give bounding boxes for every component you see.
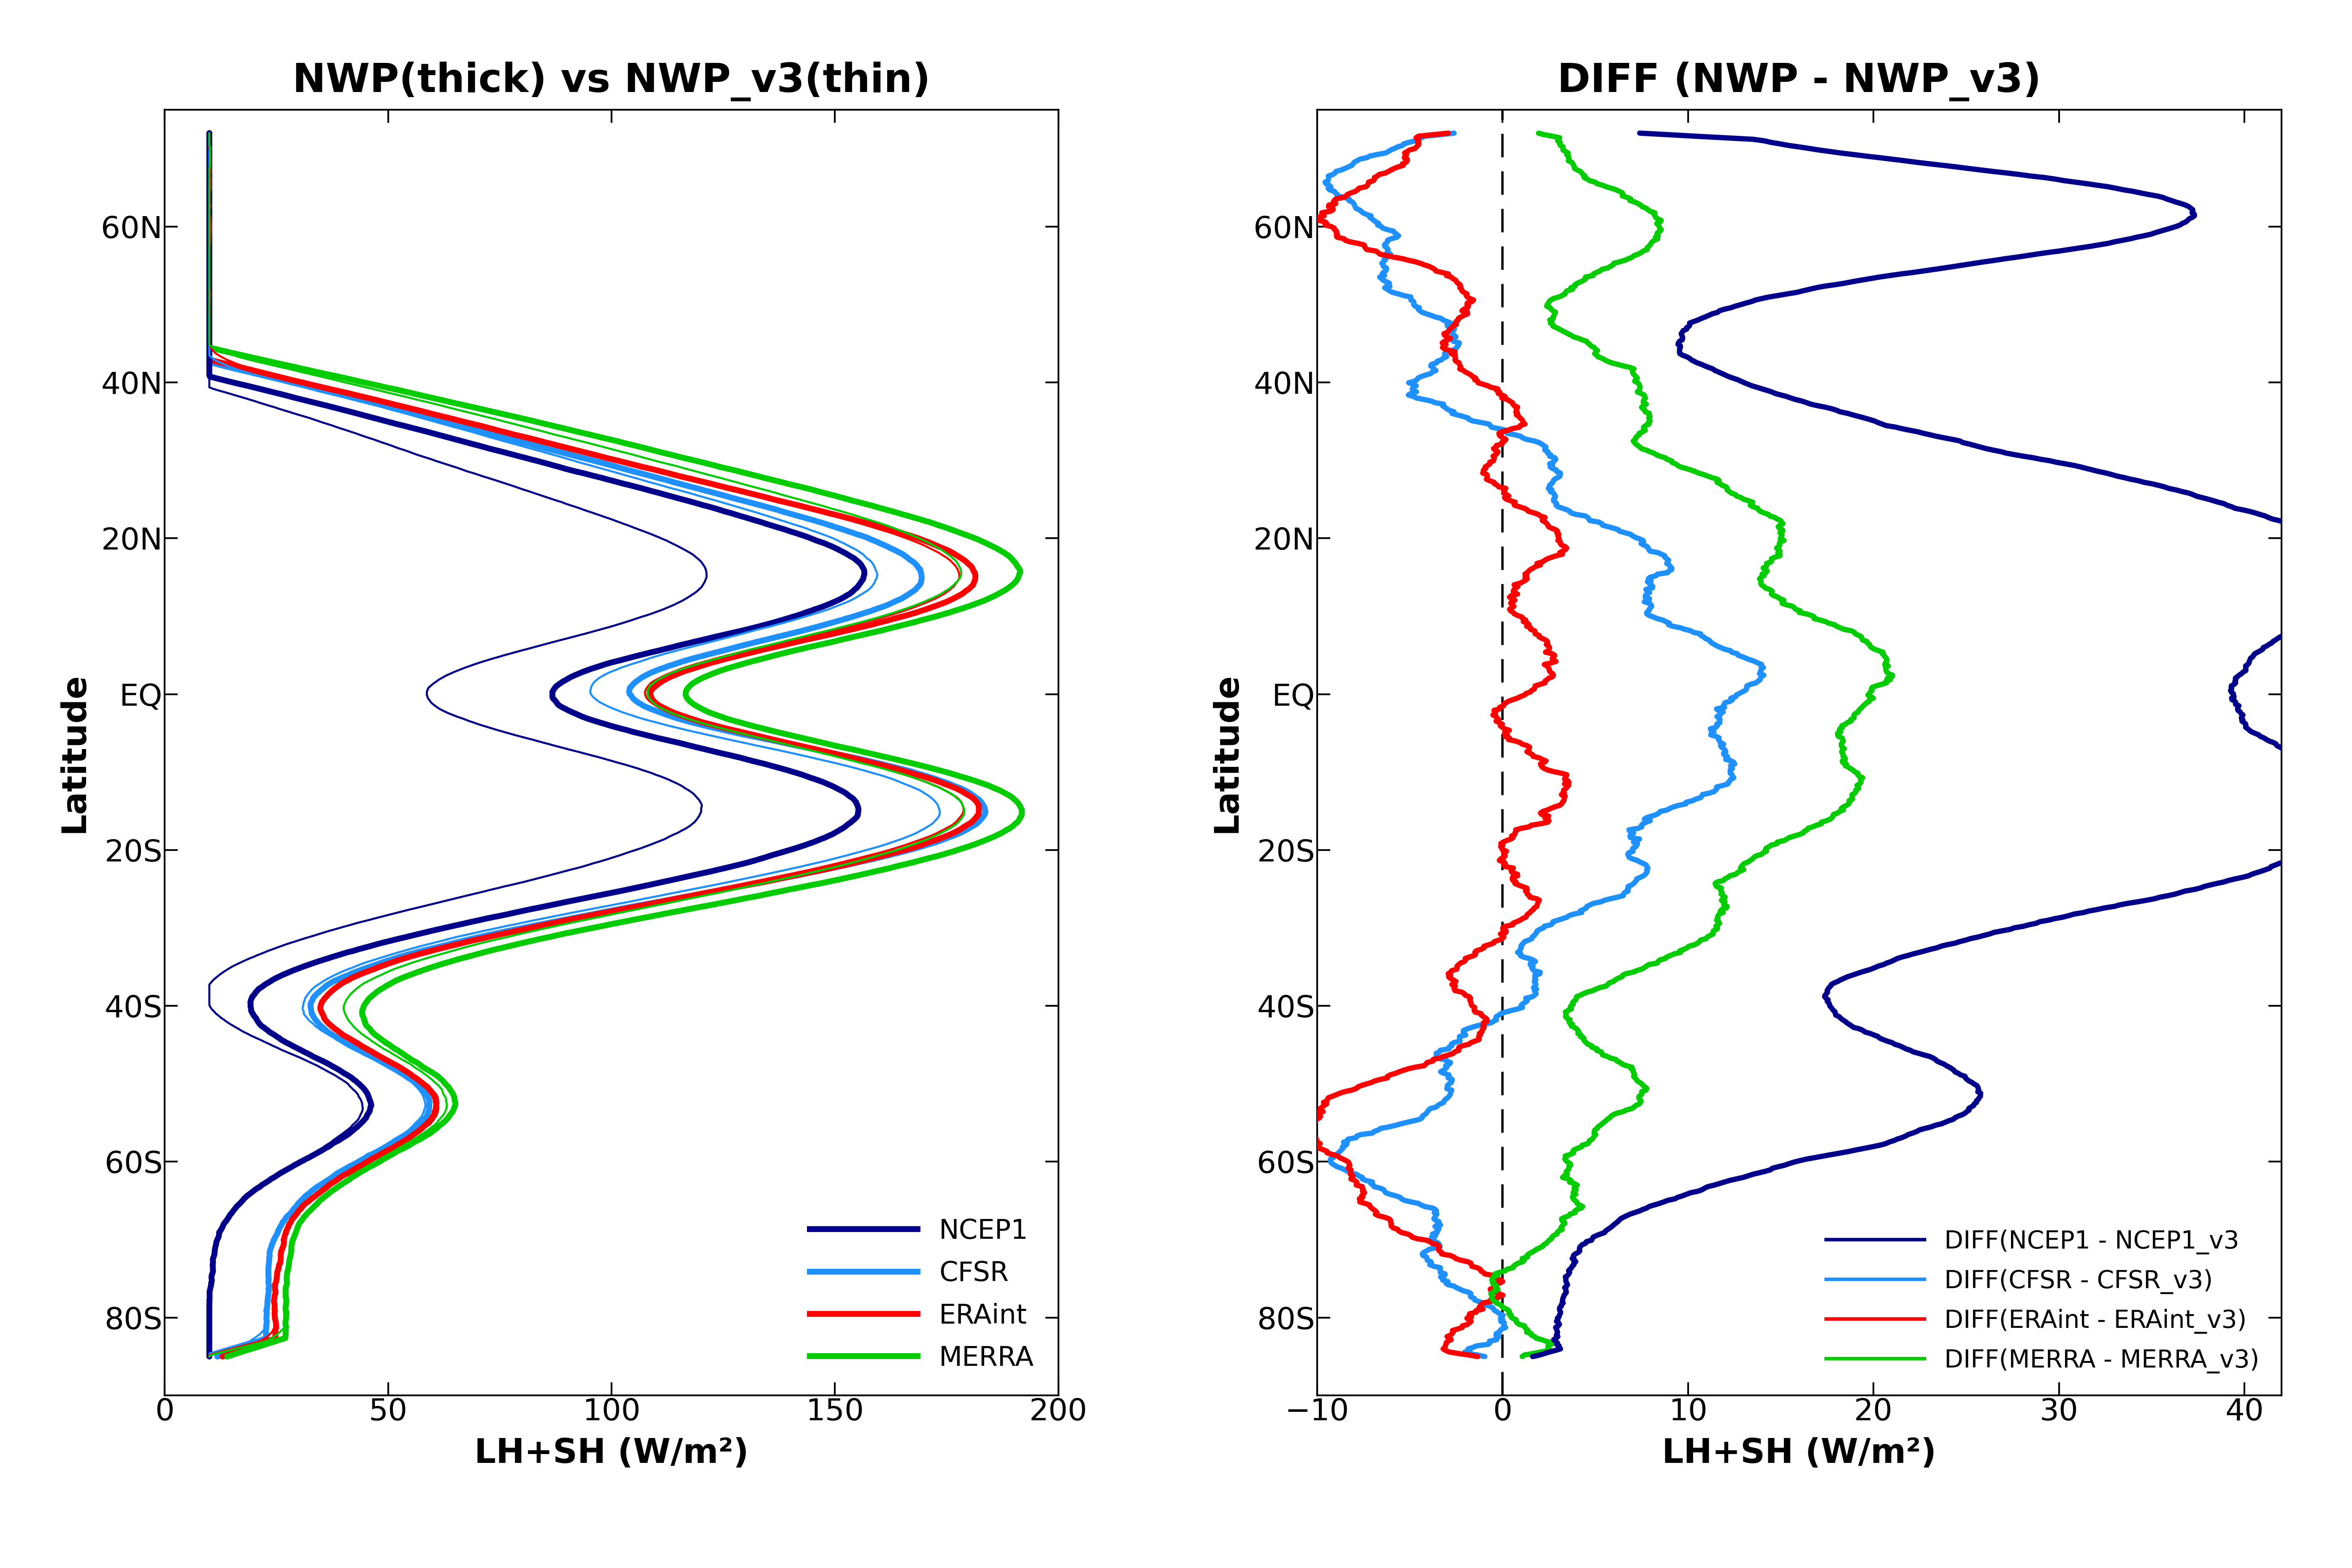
Legend: NCEP1, CFSR, ERAint, MERRA: NCEP1, CFSR, ERAint, MERRA — [800, 1207, 1044, 1381]
X-axis label: LH+SH (W/m²): LH+SH (W/m²) — [1663, 1438, 1936, 1471]
X-axis label: LH+SH (W/m²): LH+SH (W/m²) — [475, 1438, 748, 1471]
Title: DIFF (NWP - NWP_v3): DIFF (NWP - NWP_v3) — [1557, 61, 2042, 102]
Y-axis label: Latitude: Latitude — [1209, 673, 1242, 833]
Y-axis label: Latitude: Latitude — [56, 673, 89, 833]
Legend: DIFF(NCEP1 - NCEP1_v3, DIFF(CFSR - CFSR_v3), DIFF(ERAint - ERAint_v3), DIFF(MERR: DIFF(NCEP1 - NCEP1_v3, DIFF(CFSR - CFSR_… — [1816, 1220, 2270, 1383]
Title: NWP(thick) vs NWP_v3(thin): NWP(thick) vs NWP_v3(thin) — [292, 61, 931, 102]
